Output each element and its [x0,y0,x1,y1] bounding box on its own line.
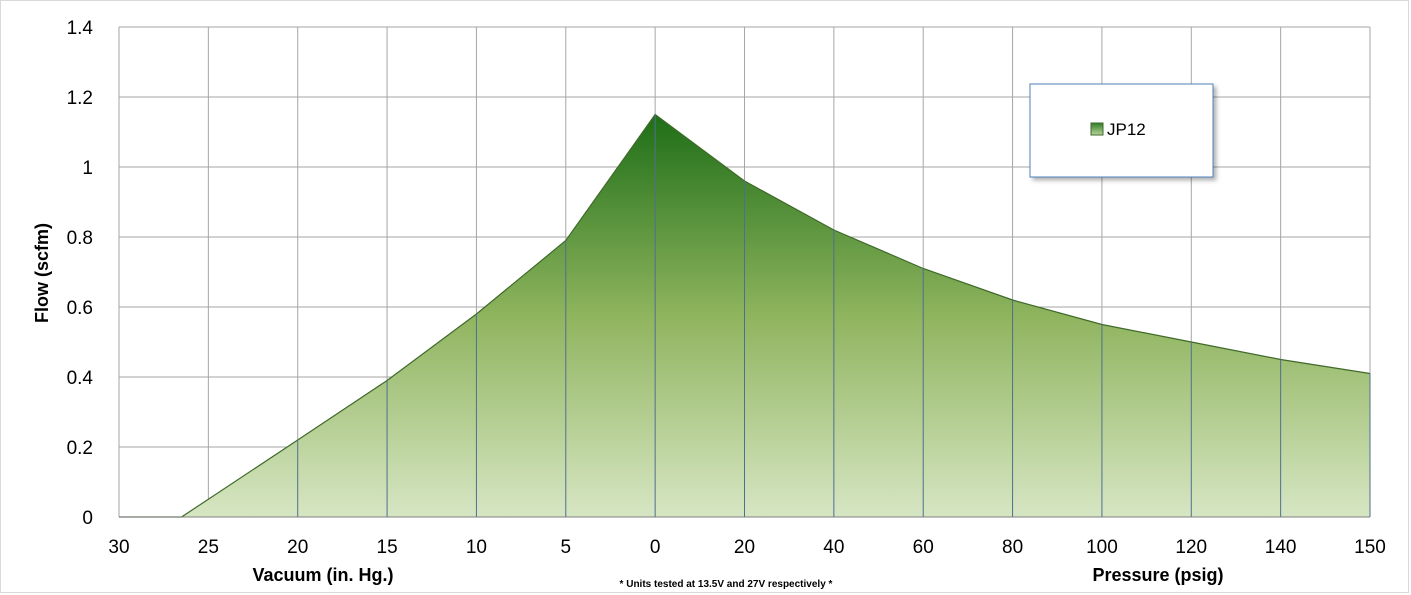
x-tick-label: 80 [1002,537,1023,558]
drop-lines [119,114,1371,518]
x-tick-label: 40 [823,537,844,558]
test-note: * Units tested at 13.5V and 27V respecti… [620,579,833,590]
legend-swatch [1090,122,1104,136]
legend-box [1029,83,1214,178]
y-tick-label: 1.2 [67,88,93,109]
x-tick-label: 30 [108,537,129,558]
x-tick-label: 100 [1086,537,1118,558]
legend: JP12 [1029,83,1214,178]
x-axis-title-pressure: Pressure (psig) [1092,565,1223,585]
x-tick-label: 10 [466,537,487,558]
legend-label: JP12 [1107,120,1146,139]
x-tick-label: 0 [650,537,661,558]
x-axis-title-vacuum: Vacuum (in. Hg.) [252,565,393,585]
x-tick-label: 5 [560,537,571,558]
gridlines [118,26,1371,518]
y-tick-label: 0.6 [67,298,93,319]
x-tick-label: 20 [287,537,308,558]
x-tick-label: 15 [377,537,398,558]
y-tick-label: 0 [82,508,93,529]
y-tick-labels: 0 0.2 0.4 0.6 0.8 1 1.2 1.4 [67,18,94,529]
y-axis-title: Flow (scfm) [32,223,52,323]
y-tick-label: 0.2 [67,438,93,459]
x-tick-label: 20 [734,537,755,558]
x-tick-labels: 30 25 20 15 10 5 0 20 40 60 80 100 120 140 150 [108,537,1385,558]
y-tick-label: 0.8 [67,228,93,249]
x-tick-label: 25 [198,537,219,558]
y-tick-label: 0.4 [67,368,94,389]
x-tick-label: 120 [1175,537,1207,558]
y-tick-label: 1.4 [67,18,94,39]
x-tick-label: 140 [1265,537,1297,558]
y-tick-label: 1 [82,158,93,179]
x-tick-label: 60 [913,537,934,558]
x-tick-label: 150 [1354,537,1386,558]
